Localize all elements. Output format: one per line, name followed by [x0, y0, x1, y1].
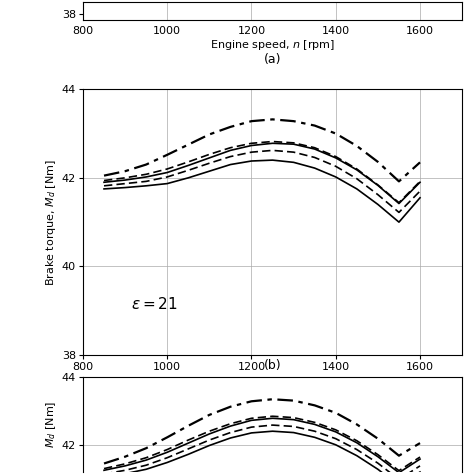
Text: 1600: 1600 [406, 26, 434, 36]
Text: Engine speed, $n$ [rpm]: Engine speed, $n$ [rpm] [210, 37, 335, 52]
Text: 1400: 1400 [322, 26, 350, 36]
Text: 1200: 1200 [237, 26, 265, 36]
X-axis label: Engine speed, $n$ [rpm]: Engine speed, $n$ [rpm] [210, 376, 335, 390]
Text: 800: 800 [73, 26, 93, 36]
Text: (a): (a) [264, 53, 281, 65]
Y-axis label: $M_d$ [Nm]: $M_d$ [Nm] [44, 401, 57, 448]
Text: (b): (b) [264, 359, 282, 373]
Text: 1000: 1000 [153, 26, 181, 36]
Text: $\varepsilon = 21$: $\varepsilon = 21$ [131, 296, 178, 312]
Y-axis label: Brake torque, $M_d$ [Nm]: Brake torque, $M_d$ [Nm] [44, 159, 57, 286]
